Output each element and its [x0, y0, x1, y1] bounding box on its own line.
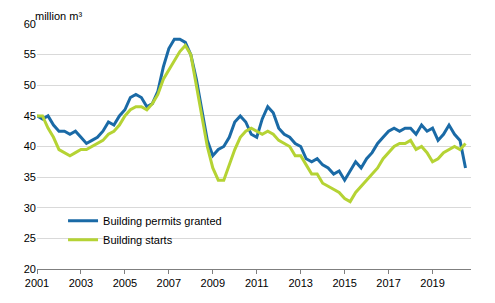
svg-text:25: 25: [24, 232, 36, 244]
svg-text:2015: 2015: [332, 277, 356, 289]
svg-text:30: 30: [24, 202, 36, 214]
svg-text:45: 45: [24, 110, 36, 122]
svg-text:50: 50: [24, 79, 36, 91]
svg-text:2003: 2003: [69, 277, 93, 289]
svg-text:2013: 2013: [288, 277, 312, 289]
svg-text:2017: 2017: [376, 277, 400, 289]
svg-text:million m³: million m³: [35, 10, 82, 22]
svg-text:20: 20: [24, 263, 36, 275]
svg-text:60: 60: [24, 18, 36, 30]
svg-text:Building permits granted: Building permits granted: [103, 215, 222, 227]
svg-text:2009: 2009: [201, 277, 225, 289]
svg-text:40: 40: [24, 140, 36, 152]
svg-text:2005: 2005: [113, 277, 137, 289]
svg-text:55: 55: [24, 48, 36, 60]
svg-text:2011: 2011: [245, 277, 269, 289]
svg-text:2007: 2007: [157, 277, 181, 289]
svg-text:2019: 2019: [420, 277, 444, 289]
svg-text:Building starts: Building starts: [103, 234, 173, 246]
svg-text:2001: 2001: [25, 277, 49, 289]
svg-text:35: 35: [24, 171, 36, 183]
